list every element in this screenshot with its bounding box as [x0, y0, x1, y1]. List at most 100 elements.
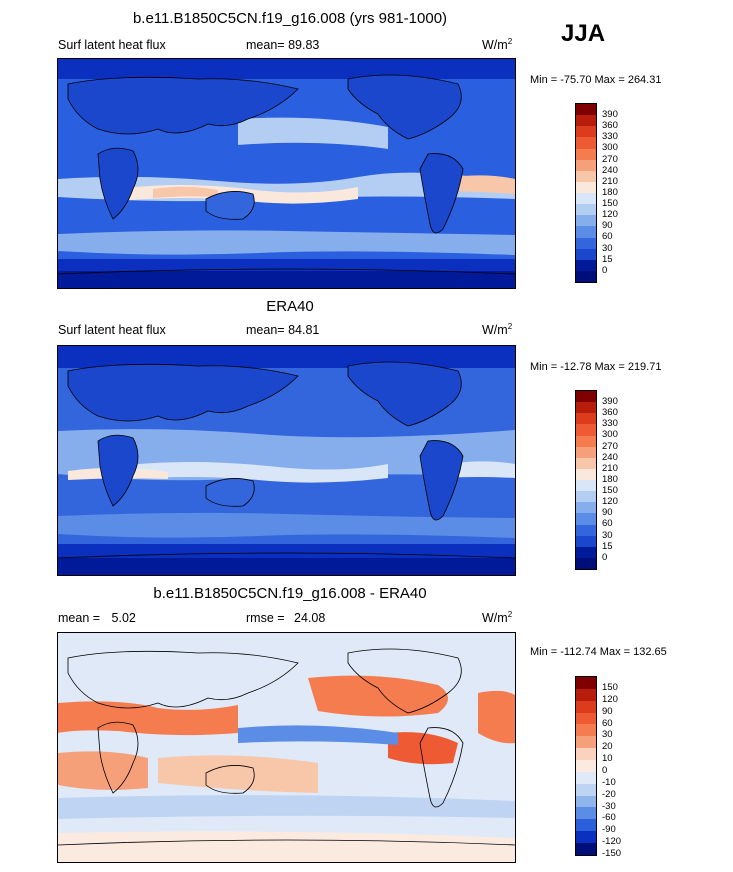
season-label: JJA — [561, 20, 606, 47]
colorbar-tick-label: 90 — [602, 220, 613, 232]
antarctic-positive — [58, 831, 515, 862]
southern-negative — [58, 795, 515, 819]
colorbar-segment — [576, 819, 596, 832]
colorbar-segment — [576, 480, 596, 492]
colorbar-segment — [576, 688, 596, 701]
colorbar-tick-label: -10 — [602, 776, 616, 788]
south-indian-band — [118, 462, 388, 483]
australia — [205, 191, 255, 220]
colorbar-tick-label: 0 — [602, 264, 608, 276]
north-america-coast — [347, 648, 462, 714]
antarctica-coast — [58, 268, 515, 275]
colorbar-segment — [576, 502, 596, 514]
colorbar-segment — [576, 115, 596, 127]
north-indian-positive — [58, 701, 238, 736]
south-indian-core — [153, 186, 218, 198]
colorbar-tick-label: 30 — [602, 529, 613, 541]
colorbar-segment — [576, 226, 596, 238]
panel3-map — [57, 632, 516, 863]
colorbar-tick-label: -30 — [602, 800, 616, 812]
arctic-band — [58, 59, 515, 79]
eurasia — [67, 76, 299, 135]
panel3-rmse-value: 24.08 — [294, 611, 326, 625]
colorbar-tick-label: 60 — [602, 717, 613, 729]
colorbar-tick-label: 330 — [602, 131, 618, 143]
panel1-variable-label: Surf latent heat flux — [58, 38, 166, 52]
colorbar-segment — [576, 137, 596, 149]
colorbar-segment — [576, 712, 596, 725]
colorbar-tick-label: 180 — [602, 473, 618, 485]
colorbar-tick-label: -120 — [602, 836, 622, 848]
colorbar-tick-label: 60 — [602, 518, 613, 530]
atlantic-positive — [478, 690, 515, 744]
africa — [97, 434, 139, 507]
colorbar-segment — [576, 760, 596, 772]
colorbar-tick-label: 0 — [602, 765, 608, 777]
colorbar-segment — [576, 446, 596, 458]
panel1-contour-plot — [58, 59, 515, 288]
africa-coast — [97, 721, 139, 794]
colorbar-segment — [576, 677, 596, 689]
colorbar-tick-label: 120 — [602, 209, 618, 221]
panel3-rmse: rmse = 24.08 — [246, 611, 325, 625]
panel2-colorbar — [575, 390, 597, 570]
antarctica-coast — [58, 552, 515, 559]
colorbar-segment — [576, 215, 596, 227]
colorbar-tick-label: 150 — [602, 198, 618, 209]
colorbar-segment — [576, 535, 596, 547]
colorbar-tick-label: -90 — [602, 824, 616, 836]
colorbar-tick-label: 270 — [602, 153, 618, 165]
colorbar-segment — [576, 736, 596, 749]
panel2-map — [57, 345, 516, 576]
colorbar-tick-label: -60 — [602, 812, 616, 824]
colorbar-segment — [576, 513, 596, 525]
colorbar-segment — [576, 831, 596, 844]
itcz-negative — [238, 725, 398, 745]
panel3-colorbar-ticks: 150 120 90 60 30 20 10 0 -10 -20 -30 -60 -90 -120 -150 — [602, 682, 621, 860]
south-pacific-positive — [158, 755, 318, 793]
panel3-colorbar — [575, 676, 597, 856]
panel2-variable-label: Surf latent heat flux — [58, 323, 166, 337]
colorbar-segment — [576, 748, 596, 761]
panel3-title: b.e11.B1850C5CN.f19_g16.008 - ERA40 — [153, 585, 427, 602]
panel3-units-exponent: 2 — [507, 610, 513, 619]
panel2-colorbar-ticks: 390 360 330 300 270 240 210 180 150 120 90 60 30 15 0 — [602, 396, 618, 563]
colorbar-segment — [576, 771, 596, 784]
colorbar-tick-label: -20 — [602, 788, 616, 800]
antarctic-deep — [58, 558, 515, 575]
north-america — [347, 74, 462, 140]
colorbar-segment — [576, 807, 596, 820]
colorbar-segment — [576, 402, 596, 414]
southern-storm-band — [58, 230, 515, 255]
colorbar-segment — [576, 435, 596, 447]
colorbar-tick-label: 15 — [602, 253, 613, 265]
panel2-mean-label: mean= — [246, 323, 285, 337]
panel1-units: W/m2 — [482, 37, 512, 52]
panel3-minmax: Min = -112.74 Max = 132.65 — [530, 646, 667, 658]
colorbar-tick-label: 120 — [602, 693, 618, 705]
colorbar-tick-label: 300 — [602, 429, 618, 441]
colorbar-segment — [576, 524, 596, 536]
panel3-mean-value: 5.02 — [111, 611, 136, 625]
colorbar-tick-label: 90 — [602, 705, 613, 717]
colorbar-tick-label: 210 — [602, 462, 618, 474]
panel1-units-exponent: 2 — [507, 37, 513, 46]
colorbar-segment — [576, 126, 596, 138]
south-america — [419, 440, 464, 521]
south-atlantic-high — [453, 175, 515, 194]
panel3-units: W/m2 — [482, 610, 512, 625]
north-pacific-band — [238, 117, 388, 149]
colorbar-segment — [576, 557, 596, 569]
panel3-units-text: W/m — [482, 611, 508, 626]
panel2-mean: mean= 84.81 — [246, 323, 319, 337]
colorbar-tick-label: 330 — [602, 418, 618, 430]
north-america — [347, 361, 462, 427]
panel3-contour-plot — [58, 633, 515, 862]
australia-coast — [205, 765, 255, 794]
colorbar-segment — [576, 491, 596, 503]
antarctica-coast — [58, 839, 515, 846]
panel1-colorbar-ticks: 390 360 330 300 270 240 210 180 150 120 90 60 30 15 0 — [602, 109, 618, 276]
eurasia-coast — [67, 650, 299, 709]
north-pacific-positive — [308, 675, 448, 717]
colorbar-tick-label: 240 — [602, 451, 618, 463]
